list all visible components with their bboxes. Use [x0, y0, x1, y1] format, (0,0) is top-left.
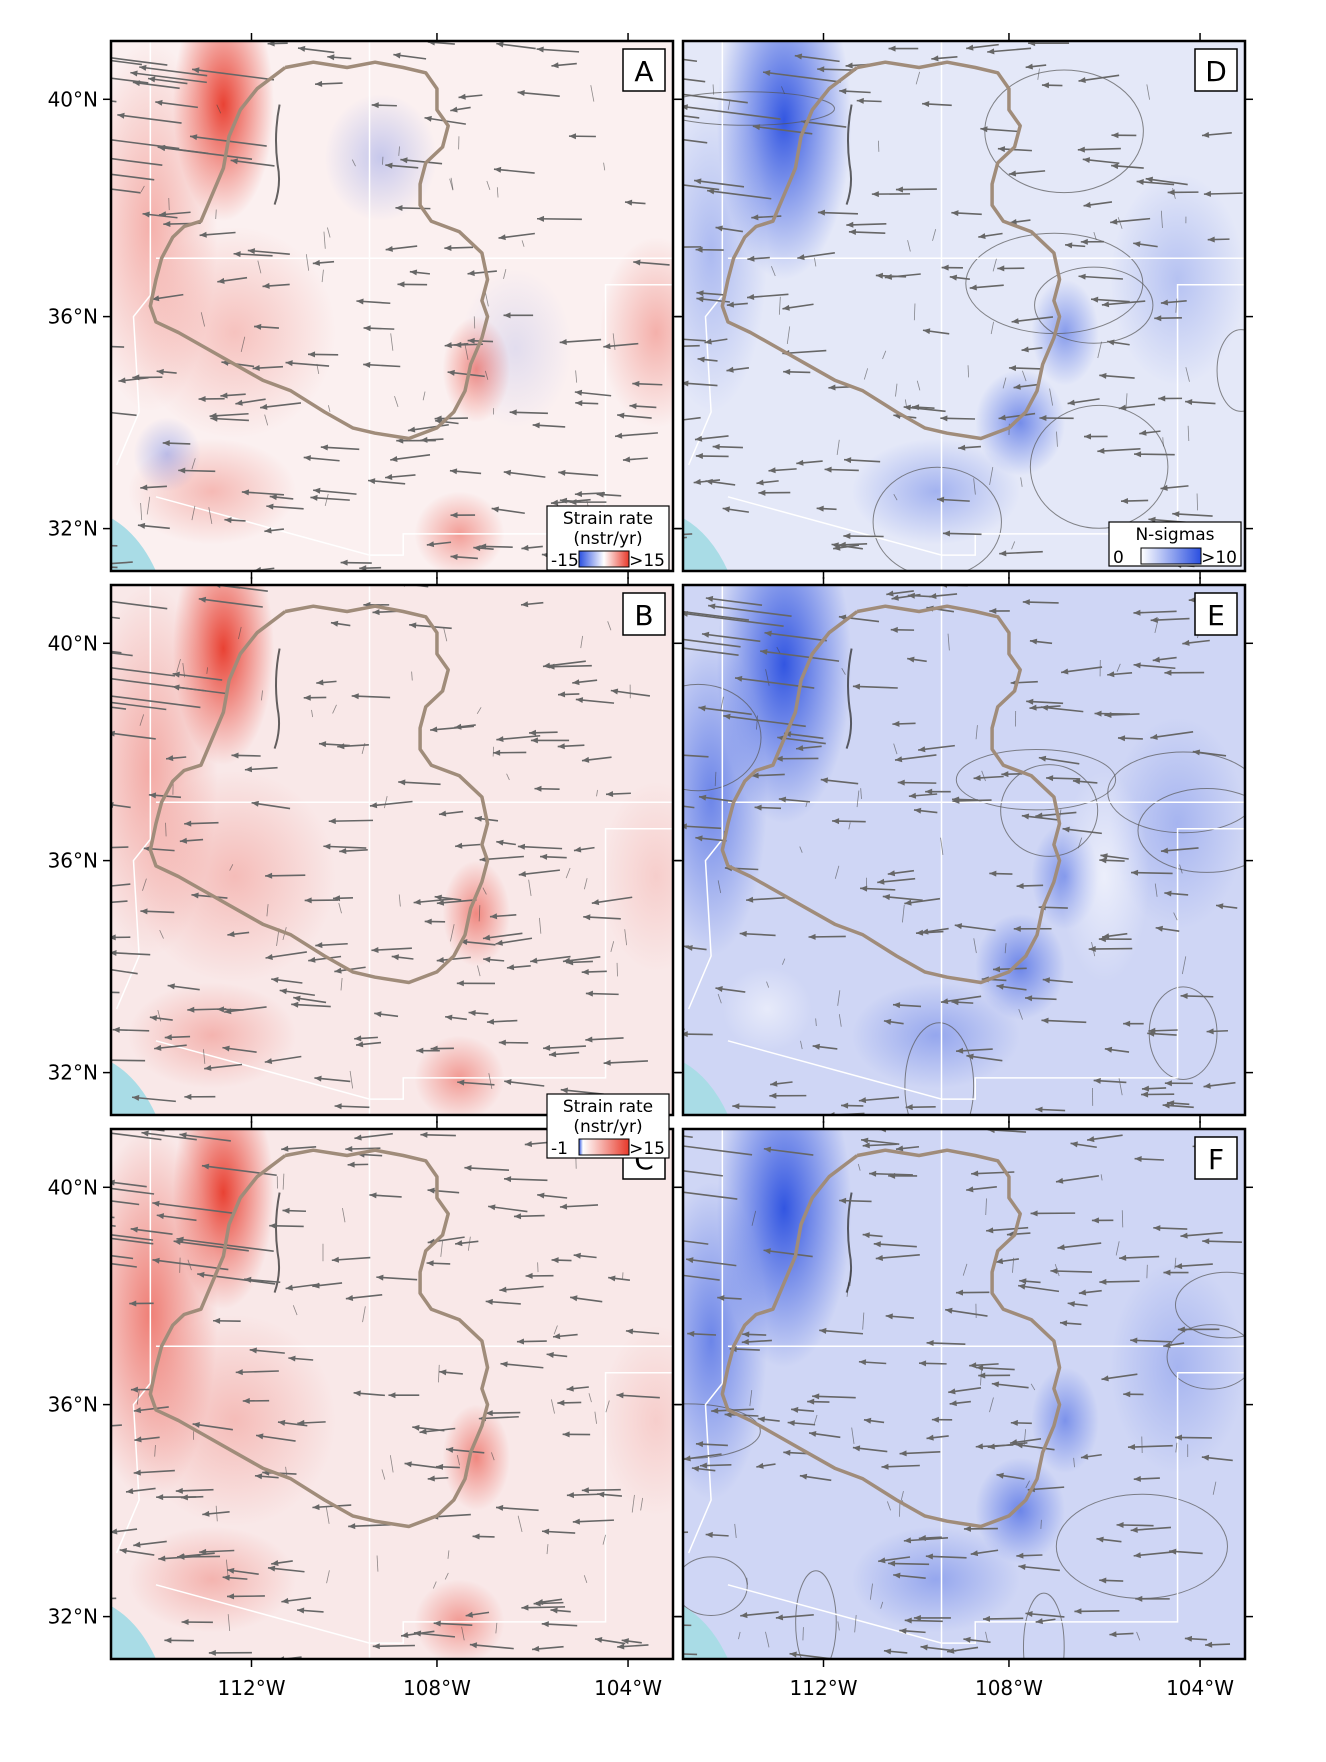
lat-tick-label: 32°N	[48, 1605, 98, 1629]
map-panel-b: B	[103, 577, 681, 1123]
strain-rate-colorbar-a: Strain rate(nstr/yr)-15 >15	[546, 505, 670, 571]
svg-text:(nstr/yr): (nstr/yr)	[573, 1117, 642, 1137]
map-panel-e: E	[675, 577, 1253, 1123]
n-sigmas-colorbar: N-sigmas 0 >10	[1108, 521, 1242, 568]
svg-text:-1: -1	[551, 1139, 568, 1159]
lon-tick-label: 112°W	[218, 1676, 286, 1700]
panel-label-f: F	[1208, 1143, 1224, 1176]
panel-label-b: B	[634, 599, 653, 632]
svg-text:N-sigmas: N-sigmas	[1135, 525, 1214, 545]
panel-frame	[681, 39, 1247, 573]
lon-tick-label: 104°W	[1166, 1676, 1234, 1700]
lat-tick-label: 36°N	[48, 849, 98, 873]
lon-tick-label: 108°W	[975, 1676, 1043, 1700]
panel-label-a: A	[634, 55, 653, 88]
map-panel-d: D	[675, 33, 1253, 579]
svg-text:Strain rate: Strain rate	[563, 509, 653, 529]
map-panel-f: F	[675, 1121, 1253, 1667]
svg-text:>15: >15	[629, 1139, 665, 1159]
panel-frame	[109, 583, 675, 1117]
panel-frame	[681, 1127, 1247, 1661]
lat-tick-label: 36°N	[48, 305, 98, 329]
lat-tick-label: 40°N	[48, 1175, 98, 1199]
panel-label-e: E	[1207, 599, 1225, 632]
panel-frame	[109, 39, 675, 573]
lat-tick-label: 36°N	[48, 1393, 98, 1417]
panel-label-d: D	[1205, 55, 1227, 88]
lat-tick-label: 40°N	[48, 87, 98, 111]
map-panel-c: C	[103, 1121, 681, 1667]
svg-text:(nstr/yr): (nstr/yr)	[573, 529, 642, 549]
lon-tick-label: 108°W	[403, 1676, 471, 1700]
lon-tick-label: 112°W	[790, 1676, 858, 1700]
strain-rate-colorbar-b: Strain rate(nstr/yr)-1 >15	[546, 1093, 670, 1159]
lat-tick-label: 32°N	[48, 517, 98, 541]
svg-text:>15: >15	[629, 551, 665, 571]
panel-frame	[681, 583, 1247, 1117]
lon-tick-label: 104°W	[594, 1676, 662, 1700]
lat-tick-label: 40°N	[48, 631, 98, 655]
svg-text:-15: -15	[551, 551, 579, 571]
svg-text:0: 0	[1113, 548, 1124, 568]
map-panel-a: A	[103, 33, 681, 579]
svg-text:>10: >10	[1201, 548, 1237, 568]
svg-text:Strain rate: Strain rate	[563, 1097, 653, 1117]
lat-tick-label: 32°N	[48, 1061, 98, 1085]
panel-frame	[109, 1127, 675, 1661]
